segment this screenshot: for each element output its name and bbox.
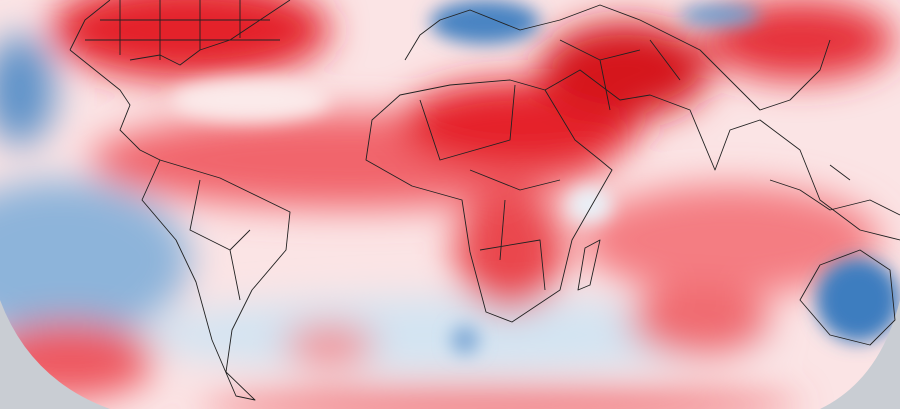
- neutral-anomaly: [568, 187, 612, 223]
- south-america-coast: [141, 159, 291, 401]
- coastlines: [69, 0, 900, 401]
- africa-coast: [365, 79, 613, 323]
- australia-coast: [799, 249, 896, 346]
- warm-anomaly: [630, 285, 770, 355]
- projection-edge: [820, 300, 900, 409]
- madagascar-coast: [577, 239, 601, 291]
- warm-anomaly: [540, 22, 710, 118]
- cold-anomaly: [430, 0, 540, 44]
- cold-anomaly: [816, 258, 900, 342]
- eurasia-coast: [404, 4, 900, 241]
- cold-anomaly: [680, 4, 760, 26]
- neutral-anomaly: [170, 78, 330, 122]
- warm-anomaly: [580, 185, 880, 295]
- cold-anomaly: [0, 35, 55, 145]
- cold-anomaly: [0, 180, 190, 340]
- borders: [189, 179, 251, 301]
- warm-anomaly: [455, 190, 565, 310]
- warm-anomaly: [200, 391, 800, 409]
- islands-coast: [769, 164, 900, 216]
- borders: [85, 0, 280, 60]
- cold-anomaly: [451, 326, 479, 354]
- projection-edge: [0, 300, 110, 409]
- warm-anomaly: [285, 325, 375, 365]
- borders: [419, 84, 561, 291]
- anomaly-detail: [170, 0, 900, 354]
- borders: [559, 39, 681, 111]
